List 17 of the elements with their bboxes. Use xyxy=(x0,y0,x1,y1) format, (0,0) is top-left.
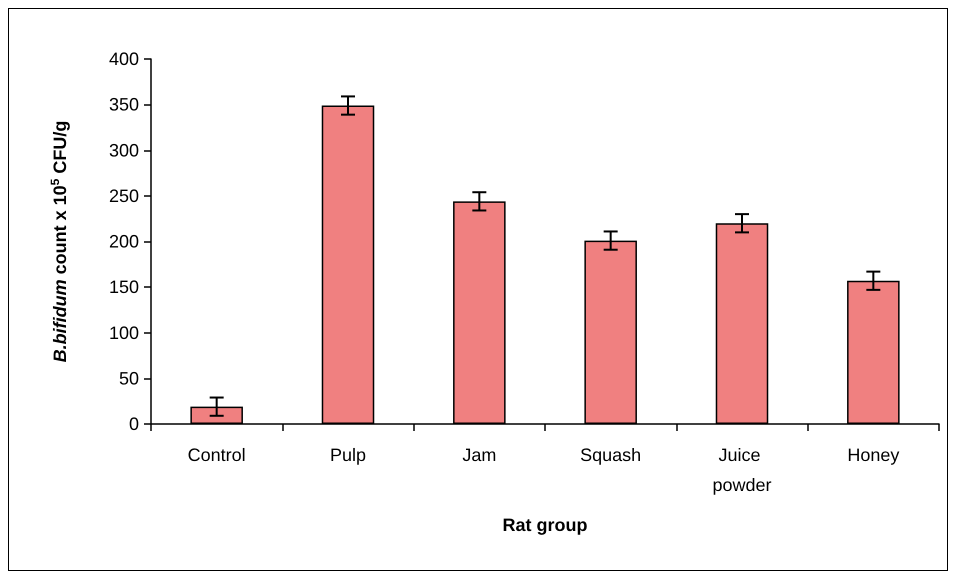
x-tick-label: Squash xyxy=(580,445,642,465)
y-tick-label: 300 xyxy=(108,140,139,160)
y-tick-label: 100 xyxy=(108,322,139,343)
x-tick-label: Jam xyxy=(462,445,496,465)
x-tick-label: Control xyxy=(188,445,246,465)
y-tick-label: 200 xyxy=(108,232,139,252)
y-tick-label: 150 xyxy=(108,277,139,298)
x-tick-label: Juice powder xyxy=(712,445,772,495)
y-axis-title: B.bifidum count x 105 CFU/g xyxy=(48,120,70,362)
y-tick-label: 250 xyxy=(108,186,139,206)
x-axis-title: Rat group xyxy=(502,515,588,535)
x-tick-label: Honey xyxy=(847,445,900,465)
y-tick-label: 350 xyxy=(108,94,139,115)
x-tick-label: Pulp xyxy=(330,445,366,465)
y-tick-label: 50 xyxy=(118,368,139,388)
y-tick-label: 0 xyxy=(128,414,139,434)
y-tick-label: 400 xyxy=(108,49,139,69)
